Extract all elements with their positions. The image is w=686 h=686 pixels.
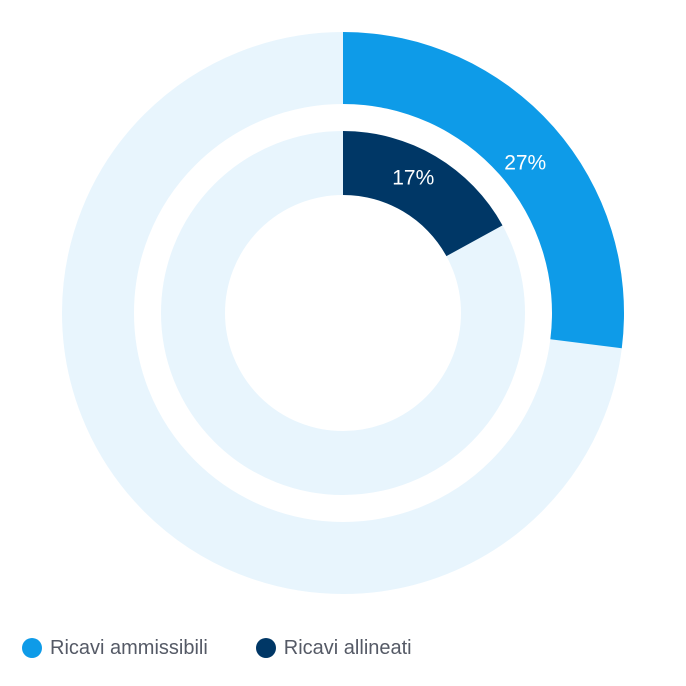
chart-legend: Ricavi ammissibili Ricavi allineati — [22, 634, 412, 662]
slice-label-ricavi-allineati: 17% — [392, 167, 434, 190]
legend-item-ricavi-ammissibili[interactable]: Ricavi ammissibili — [22, 637, 208, 660]
legend-label-ricavi-allineati: Ricavi allineati — [283, 636, 412, 659]
slice-ricavi-allineati[interactable] — [343, 131, 503, 257]
legend-item-ricavi-allineati[interactable]: Ricavi allineati — [255, 636, 412, 660]
slice-label-ricavi-ammissibili: 27% — [504, 152, 546, 175]
nested-donut-chart: 27% 17% — [62, 32, 624, 594]
legend-label-ricavi-ammissibili: Ricavi ammissibili — [50, 636, 208, 659]
slice-ricavi-ammissibili[interactable] — [343, 32, 624, 349]
legend-swatch-ricavi-allineati — [255, 638, 276, 658]
legend-swatch-ricavi-ammissibili — [22, 638, 42, 658]
